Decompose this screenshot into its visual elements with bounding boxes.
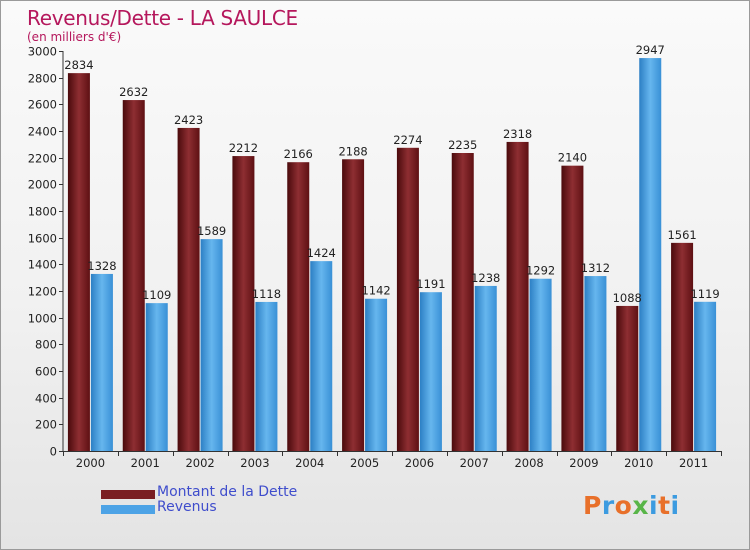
x-tick-label-2001: 2001	[131, 456, 160, 470]
y-tick-label-1800: 1800	[28, 205, 57, 219]
value-label-dette-2000: 2834	[64, 58, 93, 72]
axes-layer	[59, 51, 722, 456]
bar-revenus-2010	[639, 58, 662, 452]
y-tick-label-2200: 2200	[28, 152, 57, 166]
bar-dette-2007	[451, 153, 474, 451]
x-tick-label-2009: 2009	[569, 456, 598, 470]
value-label-dette-2005: 2188	[338, 144, 367, 158]
value-label-revenus-2001: 1109	[142, 288, 171, 302]
y-tick-label-1400: 1400	[28, 258, 57, 272]
value-label-revenus-2010: 2947	[636, 43, 665, 57]
value-label-revenus-2005: 1142	[361, 284, 390, 298]
x-tick-label-2000: 2000	[76, 456, 105, 470]
legend-swatch-revenus	[101, 505, 155, 514]
bar-dette-2009	[561, 165, 584, 451]
bar-dette-2001	[122, 100, 145, 452]
logo-letter: r	[601, 491, 615, 520]
value-label-dette-2010: 1088	[613, 291, 642, 305]
x-tick-label-2004: 2004	[295, 456, 324, 470]
value-label-revenus-2007: 1238	[471, 271, 500, 285]
value-label-dette-2002: 2423	[174, 113, 203, 127]
x-tick-label-2005: 2005	[350, 456, 379, 470]
bar-revenus-2007	[474, 285, 497, 451]
logo-letter: i	[670, 491, 680, 520]
bar-dette-2000	[67, 73, 90, 451]
y-tick-label-2000: 2000	[28, 178, 57, 192]
bar-dette-2011	[671, 242, 694, 451]
value-label-revenus-2004: 1424	[307, 246, 336, 260]
bar-dette-2004	[287, 162, 310, 451]
value-label-dette-2004: 2166	[284, 147, 313, 161]
y-tick-label-800: 800	[35, 338, 57, 352]
x-tick-label-2003: 2003	[240, 456, 269, 470]
logo-letter: o	[614, 491, 633, 520]
chart-title: Revenus/Dette - LA SAULCE	[27, 6, 298, 30]
value-label-revenus-2003: 1118	[252, 287, 281, 301]
y-tick-label-200: 200	[35, 418, 57, 432]
bar-dette-2008	[506, 141, 529, 451]
y-tick-label-2800: 2800	[28, 72, 57, 86]
bar-revenus-2008	[529, 278, 552, 451]
logo-letter: i	[649, 491, 659, 520]
value-label-revenus-2011: 1119	[690, 287, 719, 301]
bar-dette-2006	[396, 147, 419, 452]
y-tick-label-600: 600	[35, 365, 57, 379]
legend-label-dette: Montant de la Dette	[157, 484, 298, 500]
x-tick-label-2007: 2007	[460, 456, 489, 470]
bars-layer	[67, 58, 717, 452]
bar-dette-2003	[232, 156, 255, 452]
proxiti-logo: Proxiti	[583, 491, 680, 520]
y-tick-label-1600: 1600	[28, 232, 57, 246]
value-label-revenus-2009: 1312	[581, 261, 610, 275]
value-label-revenus-2000: 1328	[87, 259, 116, 273]
value-label-dette-2007: 2235	[448, 138, 477, 152]
bar-revenus-2001	[145, 303, 168, 451]
legend-swatch-dette	[101, 490, 155, 499]
bar-dette-2002	[177, 127, 200, 451]
value-label-revenus-2006: 1191	[416, 277, 445, 291]
x-tick-label-2008: 2008	[514, 456, 543, 470]
y-tick-label-0: 0	[50, 445, 57, 459]
bar-revenus-2004	[310, 261, 333, 451]
x-tick-label-2011: 2011	[679, 456, 708, 470]
value-label-dette-2003: 2212	[229, 141, 258, 155]
legend-label-revenus: Revenus	[157, 499, 217, 515]
y-tick-label-400: 400	[35, 392, 57, 406]
bar-dette-2010	[616, 305, 639, 451]
value-label-dette-2008: 2318	[503, 127, 532, 141]
bar-dette-2005	[342, 159, 365, 451]
bar-revenus-2005	[365, 298, 388, 451]
bar-revenus-2003	[255, 301, 278, 451]
bar-revenus-2006	[419, 292, 442, 451]
logo-letter: x	[632, 491, 649, 520]
value-label-dette-2009: 2140	[558, 151, 587, 165]
value-label-dette-2001: 2632	[119, 85, 148, 99]
chart-subtitle: (en milliers d'€)	[27, 30, 122, 44]
y-tick-label-2600: 2600	[28, 98, 57, 112]
y-tick-label-3000: 3000	[28, 45, 57, 59]
value-label-dette-2011: 1561	[667, 228, 696, 242]
logo-letter: P	[583, 491, 602, 520]
x-tick-label-2002: 2002	[185, 456, 214, 470]
labels-layer: 2834 1328 2632 1109 2423 1589 2212 1118 2166 1424…	[28, 43, 720, 470]
logo-letter: t	[658, 491, 671, 520]
bar-revenus-2002	[200, 239, 223, 451]
x-tick-label-2006: 2006	[405, 456, 434, 470]
bar-revenus-2000	[90, 273, 113, 451]
bar-revenus-2009	[584, 276, 607, 451]
value-label-revenus-2002: 1589	[197, 224, 226, 238]
x-tick-label-2010: 2010	[624, 456, 653, 470]
y-tick-label-1000: 1000	[28, 312, 57, 326]
bar-revenus-2011	[694, 301, 717, 451]
y-tick-label-2400: 2400	[28, 125, 57, 139]
y-tick-label-1200: 1200	[28, 285, 57, 299]
value-label-dette-2006: 2274	[393, 133, 422, 147]
value-label-revenus-2008: 1292	[526, 264, 555, 278]
